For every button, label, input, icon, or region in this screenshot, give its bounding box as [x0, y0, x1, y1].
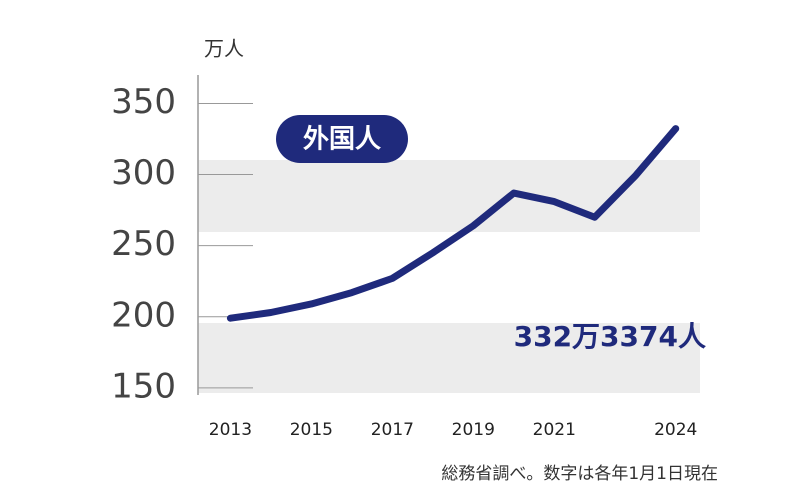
x-tick-label: 2019 [452, 420, 495, 440]
x-tick-label: 2021 [533, 420, 576, 440]
x-tick-label: 2013 [209, 420, 252, 440]
y-tick-label: 150 [111, 366, 176, 406]
band [198, 160, 700, 232]
data-line [226, 125, 680, 322]
legend-label: 外国人 [303, 125, 381, 155]
y-tick-label: 200 [111, 295, 176, 335]
y-tick-label: 300 [111, 153, 176, 193]
x-tick-label: 2024 [654, 420, 697, 440]
y-tick-label: 250 [111, 224, 176, 264]
band [198, 323, 700, 393]
legend-pill [276, 115, 408, 163]
annotation: 332万3374人 [514, 320, 706, 353]
y-tick-label: 350 [111, 82, 176, 122]
y-unit: 万人 [204, 37, 244, 61]
x-tick-label: 2017 [371, 420, 414, 440]
source-note: 総務省調べ。数字は各年1月1日現在 [441, 464, 718, 484]
x-tick-label: 2015 [290, 420, 333, 440]
